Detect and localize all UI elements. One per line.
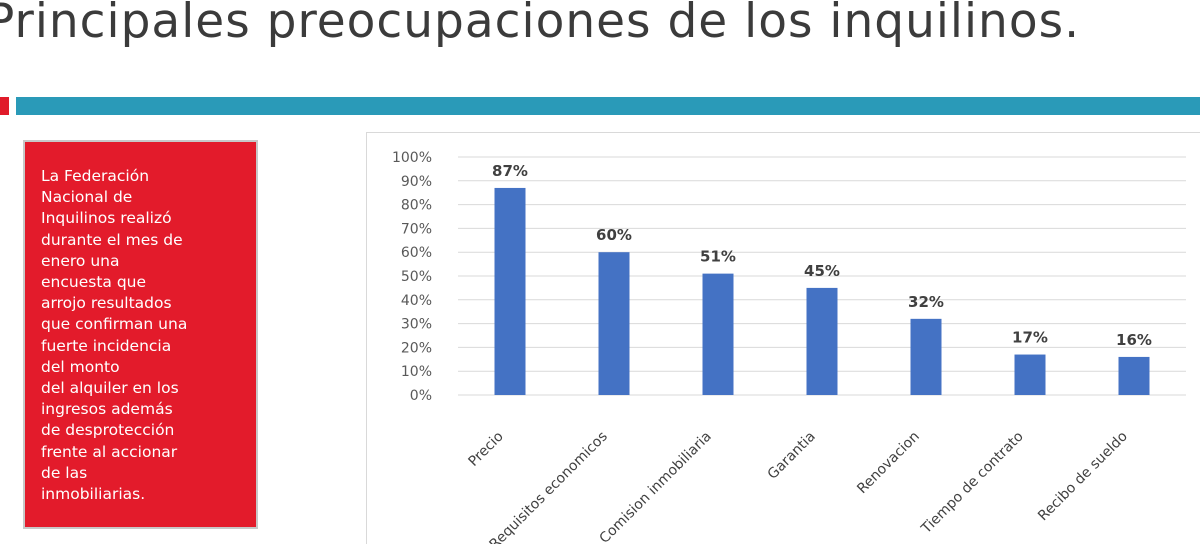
- y-tick-label: 20%: [401, 340, 432, 356]
- bar-chart: 0% 10% 20% 30% 40% 50% 60% 70% 80% 90% 100% 87% Prec…: [366, 132, 1200, 544]
- y-tick-label: 80%: [401, 198, 432, 214]
- info-text-line: ingresos además: [41, 400, 173, 419]
- data-label: 87%: [492, 162, 528, 180]
- x-category-label: Requisitos economicos: [487, 429, 611, 544]
- bar: [494, 187, 526, 395]
- info-text-line: del alquiler en los: [41, 379, 179, 398]
- info-text-line: fuerte incidencia: [41, 336, 172, 355]
- info-text-line: enero una: [41, 251, 120, 270]
- x-category-label: Comision inmobiliaria: [597, 429, 715, 544]
- y-tick-label: 60%: [401, 245, 432, 261]
- teal-accent-bar: [16, 97, 1200, 115]
- y-tick-label: 100%: [392, 150, 432, 166]
- y-tick-label: 90%: [401, 174, 432, 190]
- y-tick-label: 10%: [401, 364, 432, 380]
- x-category-label: Renovacion: [854, 429, 923, 498]
- x-category-label: Tiempo de contrato: [918, 429, 1027, 538]
- data-label: 45%: [804, 262, 840, 280]
- red-accent-bar: [0, 97, 9, 115]
- survey-info-box: La Federación Nacional de Inquilinos rea…: [23, 140, 258, 529]
- bar: [910, 318, 942, 395]
- y-tick-label: 40%: [401, 293, 432, 309]
- bar: [1014, 354, 1046, 395]
- x-category-label: Garantia: [765, 429, 819, 483]
- info-text-line: que confirman una: [41, 315, 188, 334]
- info-text-line: de desprotección: [41, 421, 175, 440]
- y-tick-label: 70%: [401, 221, 432, 237]
- bar: [806, 287, 838, 395]
- info-text-line: frente al accionar: [41, 442, 178, 461]
- bar: [702, 273, 734, 395]
- data-label: 17%: [1012, 329, 1048, 347]
- info-text-line: Inquilinos realizó: [41, 209, 172, 228]
- info-text-line: encuesta que: [41, 273, 147, 292]
- info-text-line: del monto: [41, 357, 120, 376]
- info-text-line: durante el mes de: [41, 230, 183, 249]
- y-tick-label: 50%: [401, 269, 432, 285]
- y-tick-label: 0%: [410, 388, 432, 404]
- y-tick-label: 30%: [401, 317, 432, 333]
- bar: [598, 252, 630, 395]
- data-label: 51%: [700, 248, 736, 266]
- slide-title: Principales preocupaciones de los inquil…: [0, 0, 1081, 49]
- data-label: 32%: [908, 293, 944, 311]
- data-label: 16%: [1116, 331, 1152, 349]
- info-text-line: La Federación: [41, 167, 150, 185]
- x-category-label: Recibo de sueldo: [1035, 429, 1131, 525]
- x-category-label: Precio: [466, 429, 507, 470]
- info-text-line: arrojo resultados: [41, 294, 172, 313]
- chart-frame: [366, 132, 1200, 544]
- info-text-line: Nacional de: [41, 188, 133, 207]
- bar: [1118, 356, 1150, 395]
- data-label: 60%: [596, 226, 632, 244]
- chart-svg: 0% 10% 20% 30% 40% 50% 60% 70% 80% 90% 100% 87% Prec…: [392, 150, 1186, 544]
- info-text-line: de las: [41, 463, 88, 482]
- info-text-line: inmobiliarias.: [41, 485, 146, 504]
